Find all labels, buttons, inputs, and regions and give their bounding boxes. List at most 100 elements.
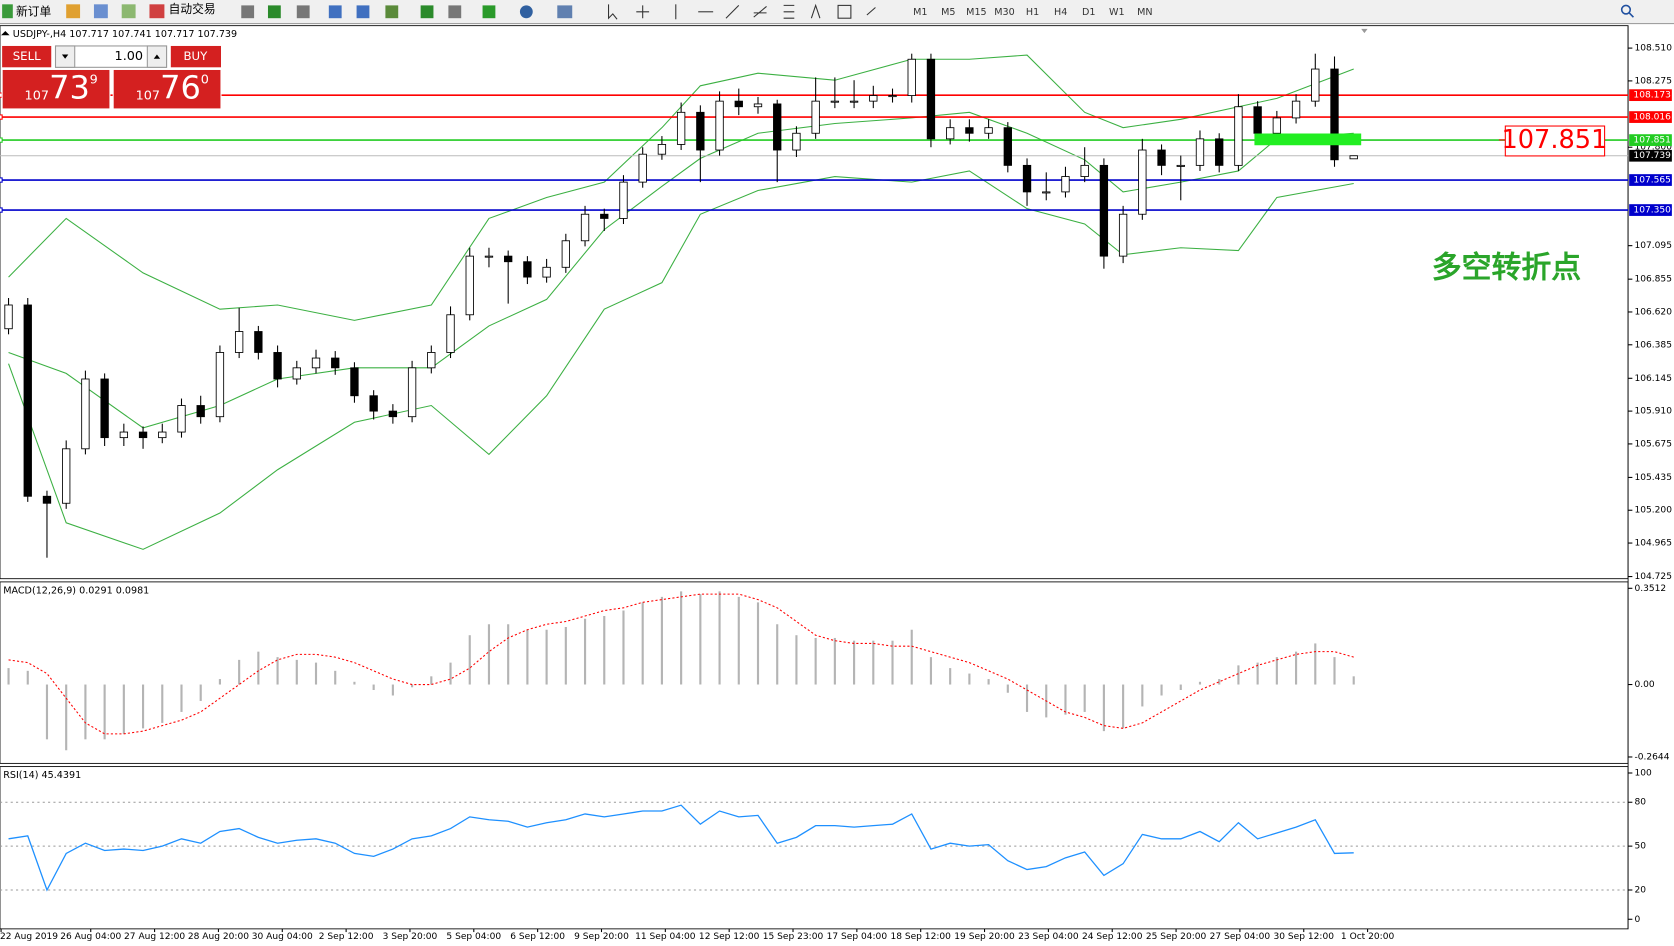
timeframe-button[interactable]: D1 xyxy=(1082,7,1095,18)
tool-icon[interactable] xyxy=(66,4,81,19)
timeframe-button[interactable]: M5 xyxy=(941,7,955,18)
sell-button[interactable] xyxy=(2,45,52,68)
lot-value[interactable]: 1.00 xyxy=(115,49,144,64)
candle-body xyxy=(1042,191,1051,194)
periods[interactable] xyxy=(519,5,533,19)
candle-body xyxy=(484,255,494,258)
sell-price-box[interactable] xyxy=(1,68,111,110)
y-tick-label: 105.675 xyxy=(1634,439,1671,449)
timeframe-button[interactable]: W1 xyxy=(1109,7,1125,18)
candle-body xyxy=(273,352,282,380)
y-tick-label: 106.145 xyxy=(1634,374,1671,384)
tile[interactable] xyxy=(385,5,399,19)
tool-icon[interactable] xyxy=(448,5,462,19)
candle-body xyxy=(369,395,378,412)
lot-down-arrow xyxy=(61,54,69,59)
candle-body xyxy=(1253,106,1262,134)
y-tick-label: 107.095 xyxy=(1634,241,1671,251)
buy-price-box[interactable] xyxy=(112,68,222,110)
candle-body xyxy=(869,95,878,102)
x-tick-label: 11 Sep 04:00 xyxy=(635,932,696,942)
tool-icon[interactable] xyxy=(296,5,310,19)
x-tick-label: 2 Sep 12:00 xyxy=(319,932,374,942)
y-tick-label: 108.275 xyxy=(1634,76,1671,86)
timeframe-button[interactable]: H1 xyxy=(1026,7,1039,18)
time-axis: 22 Aug 2019 26 Aug 04:00 27 Aug 12:00 28 Au… xyxy=(0,928,1395,942)
indicators[interactable] xyxy=(482,5,496,19)
x-tick-label: 26 Aug 04:00 xyxy=(60,932,121,942)
y-tick-label: 105.200 xyxy=(1634,506,1672,516)
tool-icon[interactable] xyxy=(241,5,255,19)
candle-body xyxy=(1234,106,1243,166)
x-tick-label: 1 Oct 20:00 xyxy=(1341,932,1395,942)
cursor-tool[interactable] xyxy=(607,4,618,20)
x-tick-label: 19 Sep 20:00 xyxy=(954,932,1015,942)
candle-body xyxy=(1349,155,1358,160)
chart-tools xyxy=(241,3,876,20)
buy-price-big: 107 xyxy=(136,89,160,104)
zoom-in[interactable] xyxy=(328,5,342,19)
candle-body xyxy=(696,111,705,151)
candle-body xyxy=(81,378,90,450)
zoom-out[interactable] xyxy=(356,5,370,19)
sell-label[interactable]: SELL xyxy=(13,49,41,63)
tool-icon[interactable] xyxy=(420,5,434,19)
y-tick-label: 50 xyxy=(1634,842,1646,852)
new-order-icon[interactable] xyxy=(2,4,13,19)
level-anchor xyxy=(0,207,3,213)
arrow-tool[interactable] xyxy=(866,7,876,16)
candle-body xyxy=(388,410,398,418)
timeframe-button[interactable]: M30 xyxy=(994,7,1015,18)
y-tick-label: 0.3512 xyxy=(1634,584,1666,594)
search[interactable] xyxy=(1620,4,1632,15)
x-tick-label: 30 Aug 04:00 xyxy=(252,932,313,942)
y-tick-label: 100 xyxy=(1634,768,1652,778)
candle-body xyxy=(830,100,840,103)
pivot-zone xyxy=(1254,133,1362,146)
x-tick-label: 22 Aug 2019 xyxy=(0,932,58,942)
x-tick-label: 27 Sep 04:00 xyxy=(1210,932,1271,942)
sell-price-big: 107 xyxy=(25,89,49,104)
fibo-tool[interactable] xyxy=(783,4,795,19)
label-tool[interactable] xyxy=(837,4,852,19)
tool-icon[interactable] xyxy=(121,4,136,19)
candle-body xyxy=(331,357,340,369)
crosshair-tool[interactable] xyxy=(636,5,650,19)
templates[interactable] xyxy=(557,5,573,19)
rsi-panel xyxy=(0,766,1629,930)
y-tick-label: 106.620 xyxy=(1634,307,1672,317)
y-tick-label: 105.910 xyxy=(1634,407,1672,417)
sell-price-pip: 9 xyxy=(90,73,98,88)
buy-button[interactable] xyxy=(170,45,221,68)
level-label: 107.565 xyxy=(1633,176,1670,186)
candle-body xyxy=(196,405,205,418)
trendline-tool[interactable] xyxy=(725,5,740,19)
candle-body xyxy=(638,153,647,183)
timeframe-button[interactable]: M1 xyxy=(913,7,927,18)
tool-icon[interactable] xyxy=(267,5,281,19)
x-tick-label: 9 Sep 20:00 xyxy=(574,932,629,942)
macd-panel xyxy=(0,581,1629,764)
new-order-button[interactable]: 新订单 xyxy=(16,4,51,18)
candle-body xyxy=(138,431,148,439)
tool-icon[interactable] xyxy=(93,4,108,19)
channel-tool[interactable] xyxy=(753,6,767,18)
timeframe-button[interactable]: M15 xyxy=(966,7,987,18)
timeframe-button[interactable]: H4 xyxy=(1054,7,1067,18)
price-box-value: 107.851 xyxy=(1501,125,1607,155)
candle-body xyxy=(619,181,628,219)
text-tool[interactable] xyxy=(810,3,821,19)
timeframe-button[interactable]: MN xyxy=(1137,7,1152,18)
price-box xyxy=(1504,125,1606,157)
buy-label[interactable]: BUY xyxy=(183,49,208,63)
auto-trading-button[interactable]: 自动交易 xyxy=(169,2,216,16)
x-tick-label: 15 Sep 23:00 xyxy=(763,932,824,942)
candle-body xyxy=(1003,127,1012,166)
collapse-arrow[interactable] xyxy=(1,31,10,36)
level-label: 108.016 xyxy=(1633,113,1671,123)
level-label: 108.173 xyxy=(1633,91,1671,101)
y-tick-label: -0.2644 xyxy=(1634,752,1669,762)
candle-body xyxy=(119,431,129,439)
auto-trading-icon[interactable] xyxy=(149,4,165,19)
